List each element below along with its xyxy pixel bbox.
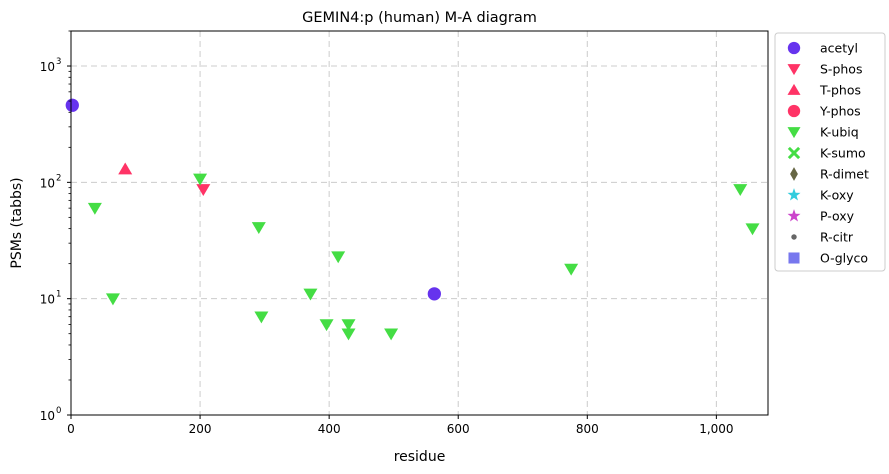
x-tick-label: 0	[67, 422, 75, 436]
y-tick-exponent: 2	[56, 173, 61, 183]
x-tick-label: 1,000	[699, 422, 733, 436]
legend-label: K-oxy	[820, 188, 854, 203]
legend-box	[774, 32, 886, 272]
legend-label: P-oxy	[820, 209, 855, 224]
point-k-ubiq	[341, 328, 356, 341]
x-tick-label: 600	[447, 422, 470, 436]
legend-label: R-dimet	[820, 167, 869, 182]
point-k-ubiq	[251, 222, 266, 235]
legend-marker-o-glyco	[788, 252, 800, 264]
point-acetyl	[65, 98, 79, 112]
legend-label: R-citr	[820, 230, 854, 245]
grid-lines	[71, 31, 768, 415]
y-axis-label: PSMs (tabbs)	[9, 177, 25, 268]
y-tick-exponent: 3	[56, 57, 61, 67]
point-acetyl	[427, 287, 441, 301]
point-k-ubiq	[564, 263, 579, 276]
x-tick-label: 400	[318, 422, 341, 436]
data-points	[65, 98, 760, 341]
legend-label: O-glyco	[820, 251, 868, 266]
legend-marker-t-phos	[787, 83, 801, 95]
legend-marker-p-oxy	[787, 209, 801, 222]
y-tick-label: 10	[40, 60, 55, 74]
legend-label: acetyl	[820, 41, 858, 56]
y-tick-exponent: 1	[56, 290, 61, 300]
legend-label: Y-phos	[819, 104, 861, 119]
y-tick-exponent: 0	[56, 406, 61, 416]
point-t-phos	[118, 162, 133, 175]
x-tick-label: 800	[576, 422, 599, 436]
chart-title: GEMIN4:p (human) M-A diagram	[302, 10, 537, 26]
plot-frame	[70, 30, 769, 416]
legend-marker-k-sumo	[787, 146, 801, 160]
point-k-ubiq	[105, 293, 120, 306]
legend-marker-r-dimet	[790, 167, 798, 181]
legend-marker-s-phos	[787, 64, 801, 76]
legend-marker-r-citr	[791, 234, 797, 240]
x-tick-label: 200	[189, 422, 212, 436]
y-tick-label: 10	[40, 293, 55, 307]
point-s-phos	[196, 184, 211, 197]
legend-marker-acetyl	[787, 41, 801, 55]
point-k-ubiq	[341, 319, 356, 332]
legend-label: T-phos	[819, 83, 861, 98]
point-k-ubiq	[87, 202, 102, 215]
point-k-ubiq	[319, 319, 334, 332]
x-axis-label: residue	[394, 449, 446, 465]
point-k-ubiq	[733, 184, 748, 197]
point-k-ubiq	[745, 223, 760, 236]
point-k-ubiq	[193, 173, 208, 186]
point-k-ubiq	[254, 311, 269, 324]
legend-label: K-ubiq	[820, 125, 859, 140]
y-tick-label: 10	[40, 409, 55, 423]
point-k-ubiq	[303, 288, 318, 301]
legend-marker-y-phos	[787, 104, 801, 118]
legend-marker-k-oxy	[787, 188, 801, 201]
legend-label: S-phos	[820, 62, 862, 77]
point-k-ubiq	[331, 251, 346, 264]
legend: acetyl S-phos T-phos Y-phos K-ubiq K-sumo R-di…	[774, 32, 886, 272]
y-tick-label: 10	[40, 176, 55, 190]
legend-marker-k-ubiq	[787, 127, 801, 139]
point-k-ubiq	[384, 328, 399, 341]
legend-label: K-sumo	[820, 146, 866, 161]
